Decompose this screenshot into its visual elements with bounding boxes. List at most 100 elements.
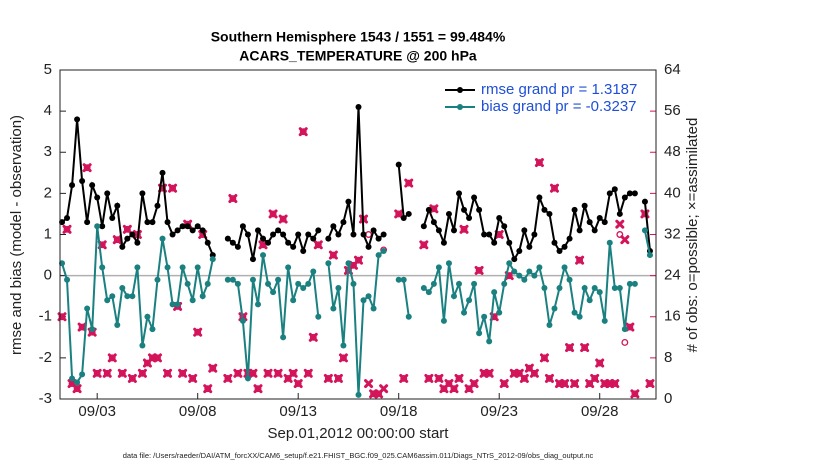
y2-tick-label: 0: [664, 390, 672, 407]
series-marker: [611, 284, 618, 291]
obs-assimilated-marker: [519, 373, 529, 383]
obs-assimilated-marker: [253, 384, 263, 394]
obs-assimilated-marker: [474, 265, 484, 275]
series-marker: [420, 223, 427, 230]
series-marker: [456, 190, 463, 197]
series-marker: [511, 268, 518, 275]
series-marker: [360, 231, 367, 238]
series-marker: [260, 252, 267, 259]
footnote: data file: /Users/raeder/DAI/ATM_forcXX/…: [123, 451, 594, 460]
series-marker: [491, 239, 498, 246]
series-marker: [596, 289, 603, 296]
obs-assimilated-marker: [549, 183, 559, 193]
obs-possible-marker: [289, 369, 297, 377]
series-marker: [204, 280, 211, 287]
series-marker: [275, 227, 282, 234]
series-marker: [194, 223, 201, 230]
obs-assimilated-marker: [208, 363, 218, 373]
obs-possible-marker: [571, 380, 579, 388]
series-marker: [330, 305, 337, 312]
series-marker: [104, 297, 111, 304]
series-marker: [491, 289, 498, 296]
obs-assimilated-marker: [62, 224, 72, 234]
obs-assimilated-marker: [394, 209, 404, 219]
series-marker: [305, 280, 312, 287]
series-marker: [380, 247, 387, 254]
series-marker: [561, 243, 568, 250]
obs-possible-marker: [209, 364, 217, 372]
obs-possible-marker: [546, 374, 553, 382]
series-marker: [149, 326, 156, 333]
obs-assimilated-marker: [178, 368, 188, 378]
obs-assimilated-marker: [590, 373, 600, 383]
obs-assimilated-marker: [273, 368, 283, 378]
series-marker: [440, 239, 447, 246]
obs-possible-marker: [304, 369, 312, 377]
series-marker: [445, 260, 452, 267]
obs-assimilated-marker: [429, 204, 439, 214]
obs-assimilated-marker: [333, 373, 343, 383]
obs-possible-marker: [561, 380, 568, 388]
obs-possible-marker: [355, 256, 362, 264]
obs-possible-marker: [525, 364, 533, 372]
y-tick-label: -2: [39, 349, 52, 366]
series-marker: [375, 252, 382, 259]
series-marker: [375, 235, 382, 242]
obs-assimilated-marker: [499, 379, 509, 389]
obs-assimilated-marker: [122, 224, 132, 234]
obs-assimilated-marker: [137, 368, 147, 378]
obs-assimilated-marker: [399, 373, 409, 383]
y-tick-label: 2: [44, 184, 52, 201]
obs-possible-marker: [420, 241, 428, 249]
series-marker: [531, 272, 538, 279]
series-marker: [450, 227, 457, 234]
series-marker: [119, 284, 126, 291]
series-marker: [204, 239, 211, 246]
series-marker: [189, 227, 196, 234]
series-marker: [541, 206, 548, 213]
obs-possible-marker: [194, 328, 202, 336]
obs-assimilated-marker: [620, 235, 630, 245]
series-marker: [450, 293, 457, 300]
series-marker: [586, 297, 593, 304]
series-marker: [164, 264, 171, 271]
obs-assimilated-marker: [575, 255, 585, 265]
series-marker: [425, 206, 432, 213]
series-marker: [546, 210, 553, 217]
series-marker: [546, 321, 553, 328]
series-marker: [310, 268, 317, 275]
obs-assimilated-marker: [278, 214, 288, 224]
x-tick-label: 09/03: [78, 403, 116, 420]
obs-assimilated-marker: [595, 358, 605, 368]
series-marker: [425, 289, 432, 296]
series-marker: [631, 190, 638, 197]
series-marker: [275, 276, 282, 283]
obs-possible-marker: [631, 390, 639, 398]
series-marker: [621, 194, 628, 201]
series-marker: [295, 280, 302, 287]
series-marker: [435, 227, 442, 234]
series-marker: [566, 276, 573, 283]
series-marker: [265, 280, 272, 287]
obs-possible-marker: [314, 241, 322, 249]
series-marker: [254, 301, 261, 308]
series-marker: [179, 264, 186, 271]
series-marker: [315, 313, 322, 320]
obs-possible-marker: [551, 184, 558, 192]
series-marker: [501, 280, 508, 287]
obs-possible-marker: [515, 369, 523, 377]
series-marker: [94, 194, 101, 201]
series-marker: [139, 342, 146, 349]
obs-possible-marker: [93, 369, 101, 377]
obs-assimilated-marker: [630, 389, 640, 399]
series-marker: [551, 239, 558, 246]
obs-possible-marker: [259, 241, 267, 249]
series-marker: [310, 235, 317, 242]
series-marker: [531, 231, 538, 238]
series-marker: [144, 313, 151, 320]
series-marker: [471, 194, 478, 201]
obs-assimilated-marker: [459, 224, 469, 234]
obs-assimilated-marker: [293, 379, 303, 389]
series-marker: [174, 301, 181, 308]
obs-possible-marker: [334, 374, 342, 382]
